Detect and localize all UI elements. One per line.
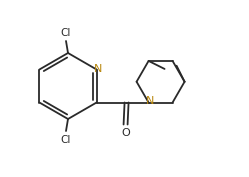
Text: N: N bbox=[93, 64, 102, 75]
Text: N: N bbox=[145, 96, 154, 107]
Text: O: O bbox=[121, 127, 130, 138]
Text: Cl: Cl bbox=[61, 135, 71, 145]
Text: Cl: Cl bbox=[61, 28, 71, 38]
